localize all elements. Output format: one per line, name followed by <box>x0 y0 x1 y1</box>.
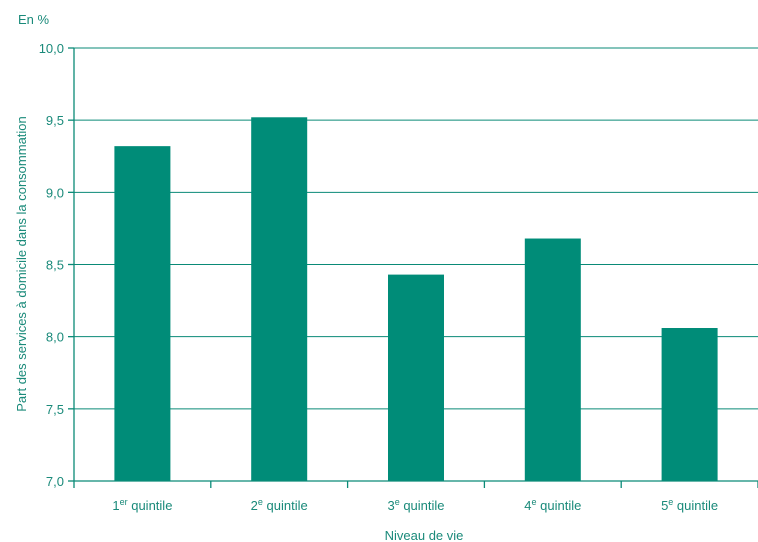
category-labels: 1er quintile 2e quintile 3e quintile 4e qui… <box>112 497 718 513</box>
category-label: 2e quintile <box>251 497 308 513</box>
y-tick-label: 7,5 <box>46 402 64 417</box>
y-tick-label: 8,0 <box>46 330 64 345</box>
x-axis-title: Niveau de vie <box>385 528 464 542</box>
bar <box>661 328 718 481</box>
category-label: 3e quintile <box>387 497 444 513</box>
bars <box>114 117 718 481</box>
bar <box>114 146 171 481</box>
y-axis-title: Part des services à domicile dans la con… <box>14 116 29 412</box>
bar <box>251 117 308 481</box>
y-tick-label: 10,0 <box>39 41 64 56</box>
bar <box>388 274 444 481</box>
category-label: 4e quintile <box>524 497 581 513</box>
unit-label: En % <box>18 12 50 27</box>
x-tick-marks <box>73 481 758 488</box>
y-tick-label: 9,5 <box>46 113 64 128</box>
y-tick-label: 9,0 <box>46 185 64 200</box>
bar <box>524 238 581 481</box>
category-label: 5e quintile <box>661 497 718 513</box>
category-label: 1er quintile <box>112 497 172 513</box>
y-tick-label: 8,5 <box>46 258 64 273</box>
y-tick-label: 7,0 <box>46 474 64 489</box>
y-tick-labels: 7,0 7,5 8,0 8,5 9,0 9,5 10,0 <box>39 41 74 489</box>
gridlines <box>74 47 758 410</box>
